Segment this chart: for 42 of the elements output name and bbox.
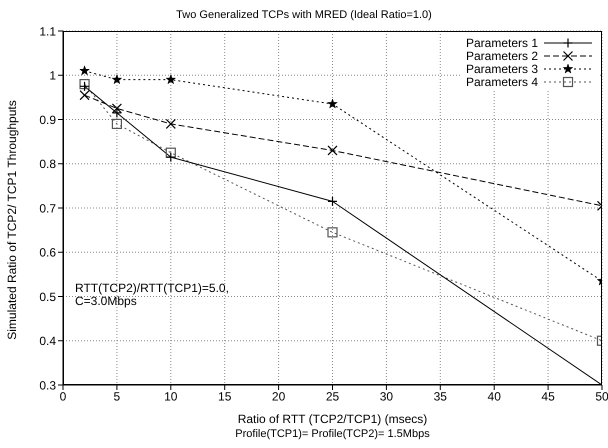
y-tick-label: 0.6 — [39, 246, 56, 260]
legend-label: Parameters 2 — [466, 48, 538, 62]
x-tick-label: 30 — [380, 390, 394, 404]
x-tick-label: 35 — [434, 390, 448, 404]
y-tick-label: 0.3 — [39, 378, 56, 392]
x-axis-title: Ratio of RTT (TCP2/TCP1) (msecs) — [236, 412, 428, 426]
point — [79, 90, 90, 100]
y-axis-title: Simulated Ratio of TCP2/ TCP1 Throughputs — [5, 99, 19, 342]
x-tick-label: 20 — [272, 390, 286, 404]
point — [327, 227, 338, 238]
x-tick-label: 50 — [595, 390, 608, 404]
legend-label: Parameters 1 — [466, 36, 538, 50]
point — [80, 66, 90, 76]
y-tick-label: 0.4 — [39, 334, 56, 348]
annotation: RTT(TCP2)/RTT(TCP1)=5.0, C=3.0Mbps — [75, 281, 229, 308]
y-tick-label: 0.5 — [39, 290, 56, 304]
x-tick-label: 5 — [114, 390, 121, 404]
x-tick-label: 45 — [541, 390, 556, 404]
point — [327, 196, 338, 206]
y-tick-label: 0.7 — [39, 201, 56, 216]
text: Profile(TCP1)= Profile(TCP2)= 1.5Mbps — [234, 428, 431, 440]
y-tick-label: 1.1 — [39, 24, 56, 38]
y-tick-label: 0.8 — [39, 157, 56, 172]
x-tick-label: 10 — [164, 390, 178, 404]
x-tick-label: 15 — [218, 390, 232, 404]
legend-label: Parameters 3 — [466, 62, 538, 76]
legend-label: Parameters 4 — [466, 74, 538, 88]
point — [166, 152, 176, 162]
point — [112, 118, 122, 130]
y-tick-label: 1 — [49, 68, 56, 83]
point — [112, 74, 122, 84]
y-tick-label: 0.9 — [39, 112, 56, 127]
chart-title: Two Generalized TCPs with MRED (Ideal Ratio=1.0) — [175, 9, 433, 21]
point — [327, 145, 338, 156]
point — [166, 118, 176, 130]
x-tick-label: 40 — [488, 390, 502, 404]
x-tick-label: 0 — [60, 390, 67, 404]
x-tick-label: 25 — [326, 390, 340, 404]
point — [327, 98, 338, 108]
point — [166, 148, 176, 158]
point — [112, 103, 122, 114]
point — [166, 74, 176, 84]
